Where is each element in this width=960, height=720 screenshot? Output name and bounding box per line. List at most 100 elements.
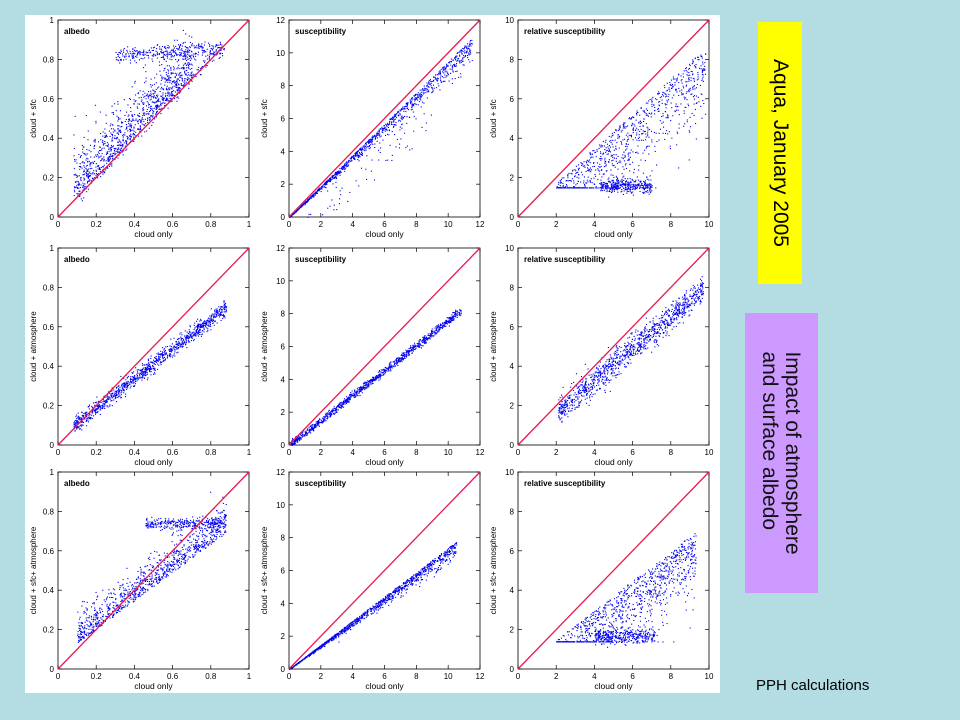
scatter-point (187, 62, 189, 64)
scatter-point (151, 55, 153, 57)
scatter-point (95, 169, 97, 171)
scatter-point (423, 102, 425, 104)
scatter-point (219, 47, 221, 49)
scatter-point (295, 211, 297, 213)
scatter-point (599, 158, 601, 160)
scatter-point (647, 114, 649, 116)
scatter-point (160, 104, 162, 106)
scatter-point (606, 185, 608, 187)
scatter-point (623, 175, 625, 177)
scatter-point (118, 393, 120, 395)
scatter-points (289, 39, 473, 218)
scatter-point (670, 120, 672, 122)
scatter-point (374, 138, 376, 140)
scatter-point (396, 138, 398, 140)
scatter-point (677, 132, 679, 134)
scatter-point (164, 67, 166, 69)
scatter-point (177, 90, 179, 92)
scatter-point (77, 427, 79, 429)
scatter-point (423, 92, 425, 94)
scatter-point (148, 368, 150, 370)
scatter-point (339, 172, 341, 174)
scatter-point (152, 368, 154, 370)
scatter-point (401, 119, 403, 121)
scatter-point (136, 374, 138, 376)
scatter-point (700, 65, 702, 67)
scatter-point (197, 69, 199, 71)
scatter-point (133, 379, 135, 381)
scatter-point (678, 127, 680, 129)
scatter-point (172, 95, 174, 97)
scatter-point (619, 160, 621, 162)
scatter-point (161, 361, 163, 363)
scatter-point (165, 346, 167, 348)
scatter-point (651, 101, 653, 103)
scatter-point (615, 129, 617, 131)
scatter-point (130, 378, 132, 380)
y-tick-label: 0 (510, 213, 515, 222)
scatter-point (665, 130, 667, 132)
scatter-point (154, 361, 156, 363)
scatter-point (179, 343, 181, 345)
scatter-point (114, 154, 116, 156)
scatter-point (89, 418, 91, 420)
scatter-point (156, 112, 158, 114)
scatter-point (351, 160, 353, 162)
scatter-point (76, 420, 78, 422)
scatter-point (105, 400, 107, 402)
scatter-point (385, 123, 387, 125)
x-tick-label: 0.6 (167, 448, 179, 457)
scatter-point (131, 53, 133, 55)
scatter-point (129, 387, 131, 389)
scatter-point (118, 59, 120, 61)
scatter-point (633, 185, 635, 187)
scatter-point (181, 340, 183, 342)
scatter-point (141, 363, 143, 365)
scatter-point (156, 358, 158, 360)
scatter-point (444, 67, 446, 69)
scatter-point (181, 50, 183, 52)
scatter-point (614, 186, 616, 188)
scatter-point (580, 187, 582, 189)
scatter-point (395, 124, 397, 126)
scatter-point (306, 199, 308, 201)
scatter-point (193, 334, 195, 336)
scatter-point (353, 155, 355, 157)
scatter-point (586, 187, 588, 189)
scatter-point (391, 121, 393, 123)
scatter-point (179, 45, 181, 47)
scatter-point (79, 428, 81, 430)
scatter-point (187, 53, 189, 55)
scatter-point (138, 103, 140, 105)
scatter-point (187, 50, 189, 52)
scatter-point (409, 101, 411, 103)
scatter-point (188, 54, 190, 56)
scatter-point (190, 337, 192, 339)
scatter-point (161, 46, 163, 48)
scatter-point (624, 127, 626, 129)
scatter-point (322, 214, 324, 216)
scatter-point (385, 159, 387, 161)
scatter-point (304, 201, 306, 203)
scatter-point (124, 134, 126, 136)
scatter-point (621, 184, 623, 186)
scatter-point (389, 144, 391, 146)
scatter-point (146, 94, 148, 96)
scatter-point (460, 52, 462, 54)
scatter-point (601, 176, 603, 178)
scatter-point (189, 49, 191, 51)
scatter-point (108, 396, 110, 398)
scatter-point (220, 314, 222, 316)
scatter-point (353, 154, 355, 156)
scatter-point (188, 35, 190, 37)
scatter-point (95, 166, 97, 168)
scatter-point (632, 179, 634, 181)
scatter-point (201, 43, 203, 45)
scatter-point (154, 101, 156, 103)
scatter-point (332, 175, 334, 177)
scatter-point (600, 159, 602, 161)
scatter-point (449, 61, 451, 63)
scatter-point (623, 123, 625, 125)
scatter-point (368, 140, 370, 142)
scatter-point (158, 357, 160, 359)
